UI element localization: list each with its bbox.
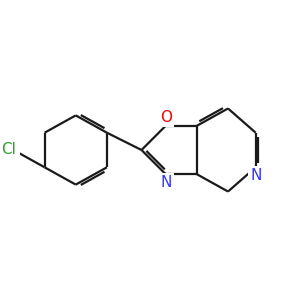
Text: N: N (160, 176, 171, 190)
Text: Cl: Cl (1, 142, 16, 158)
Text: N: N (250, 169, 261, 184)
Text: O: O (160, 110, 172, 124)
